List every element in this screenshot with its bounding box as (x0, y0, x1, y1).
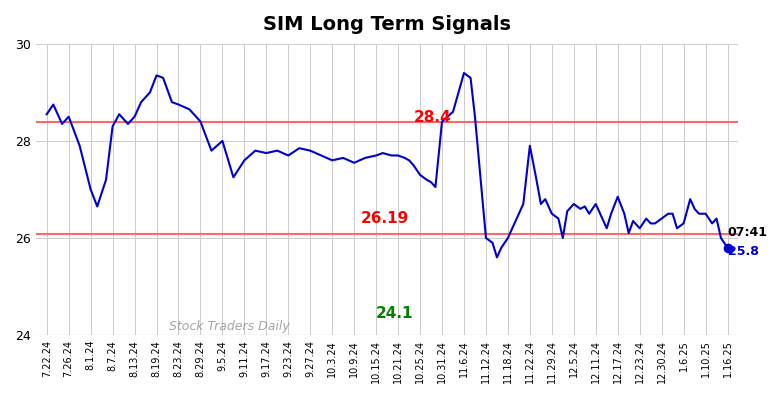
Text: 24.1: 24.1 (376, 306, 414, 321)
Text: 25.8: 25.8 (728, 245, 758, 258)
Text: 07:41: 07:41 (728, 226, 768, 238)
Text: 26.19: 26.19 (361, 211, 409, 226)
Title: SIM Long Term Signals: SIM Long Term Signals (263, 15, 511, 34)
Text: Stock Traders Daily: Stock Traders Daily (169, 320, 290, 333)
Text: 28.4: 28.4 (413, 109, 451, 125)
